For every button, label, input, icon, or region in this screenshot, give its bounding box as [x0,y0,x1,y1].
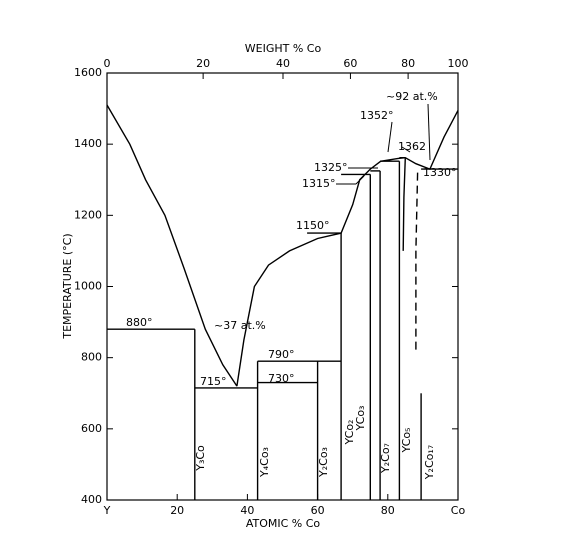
y-axis-title: TEMPERATURE (°C) [61,233,74,339]
phase-boundary [106,104,238,387]
annotation: 1150° [296,219,330,232]
x-axis-title: ATOMIC % Co [246,517,321,530]
phase-boundary [415,172,419,355]
phase-label: YCo₃ [354,406,367,432]
y-tick-label: 1400 [74,137,102,150]
annotation: 730° [268,372,295,385]
x2-tick-label: 20 [196,57,210,70]
annotation: ~92 at.% [386,90,438,103]
y-tick-label: 1200 [74,208,102,221]
y-tick-label: 400 [81,493,102,506]
phase-label: Y₂Co₁₇ [423,445,436,480]
leader-line [401,146,411,153]
annotation: 715° [200,375,227,388]
annotation: 1362 [398,140,426,153]
phase-label: Y₃Co [194,445,207,472]
annotation: 1325° [314,161,348,174]
x-tick-label: Co [451,504,466,517]
x-tick-label: 80 [381,504,395,517]
phase-label: YCo₂ [343,420,356,446]
x2-tick-label: 40 [276,57,290,70]
y-tick-label: 1000 [74,280,102,293]
leader-line [427,103,431,161]
x2-axis-title: WEIGHT % Co [245,42,322,55]
y-tick-label: 600 [81,422,102,435]
x-tick-label: 40 [240,504,254,517]
annotation: 880° [126,316,153,329]
phase-label: Y₂Co₃ [317,447,330,478]
x-tick-label: 60 [311,504,325,517]
leader-line [387,121,393,153]
annotation: 1315° [302,177,336,190]
phase-boundary [402,157,406,251]
x-tick-label: 20 [170,504,184,517]
annotation: 790° [268,348,295,361]
annotation: 1352° [360,109,394,122]
leader-line [355,175,365,185]
x2-tick-label: 60 [343,57,357,70]
phase-label: YCo₅ [400,428,413,454]
x2-tick-label: 80 [401,57,415,70]
y-tick-label: 1600 [74,66,102,79]
annotation: 1330° [423,166,457,179]
x2-tick-label: 0 [104,57,111,70]
phase-label: Y₄Co₃ [258,447,271,478]
x2-tick-label: 100 [448,57,469,70]
phase-label: Y₂Co₇ [379,443,392,474]
y-tick-label: 800 [81,351,102,364]
x-tick-label: Y [103,504,111,517]
annotation: ~37 at.% [214,319,266,332]
